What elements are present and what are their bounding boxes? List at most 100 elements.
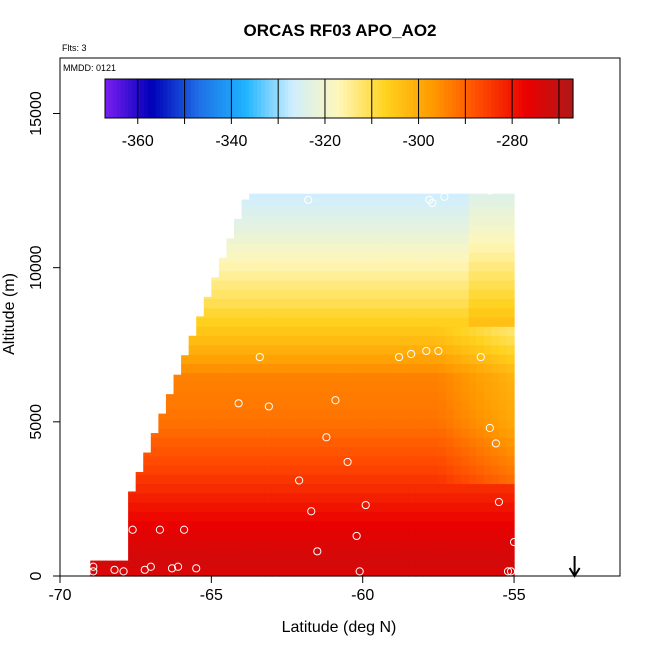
heatmap-cell <box>332 233 341 244</box>
heatmap-cell <box>392 243 402 253</box>
heatmap-cell <box>188 566 197 577</box>
heatmap-cell <box>294 548 303 559</box>
heatmap-cell <box>453 446 462 457</box>
heatmap-cell <box>226 474 235 485</box>
heatmap-cell <box>392 252 402 263</box>
heatmap-cell <box>430 196 439 207</box>
heatmap-cell <box>271 233 281 244</box>
heatmap-cell <box>423 344 432 355</box>
heatmap-cell <box>430 270 439 281</box>
heatmap-cell <box>256 465 265 475</box>
colorbar-frame <box>104 78 574 119</box>
heatmap-cell <box>294 566 303 577</box>
heatmap-cell <box>203 492 212 503</box>
heatmap-cell <box>468 233 477 244</box>
heatmap-cell <box>453 455 462 466</box>
heatmap-cell <box>385 193 394 198</box>
heatmap-cell <box>453 354 462 364</box>
heatmap-cell <box>302 465 311 475</box>
heatmap-cell <box>347 474 356 485</box>
heatmap-cell <box>218 437 228 448</box>
heatmap-cell <box>324 455 334 466</box>
heatmap-cell <box>150 483 159 494</box>
colorbar-segment <box>105 79 110 118</box>
heatmap-cell <box>241 363 250 374</box>
heatmap-cell <box>150 465 159 475</box>
heatmap-cell <box>332 409 341 420</box>
heatmap-cell <box>385 455 394 466</box>
heatmap-cell <box>249 261 258 272</box>
heatmap-cell <box>332 520 341 531</box>
heatmap-cell <box>453 381 462 392</box>
heatmap-cell <box>203 409 212 420</box>
heatmap-cell <box>423 539 432 549</box>
colorbar-segment <box>179 79 184 118</box>
heatmap-cell <box>476 270 485 281</box>
heatmap-cell <box>294 529 303 540</box>
heatmap-cell <box>498 193 508 198</box>
heatmap-cell <box>241 326 250 337</box>
heatmap-cell <box>256 446 265 457</box>
heatmap-cell <box>218 381 228 392</box>
heatmap-cell <box>324 252 334 263</box>
heatmap-cell <box>362 529 371 540</box>
heatmap-cell <box>256 193 265 198</box>
heatmap-cell <box>97 566 107 577</box>
heatmap-cell <box>506 502 515 512</box>
heatmap-cell <box>362 418 371 429</box>
heatmap-cell <box>196 372 205 383</box>
heatmap-cell <box>340 224 349 235</box>
heatmap-cell <box>468 335 477 346</box>
heatmap-cell <box>408 233 417 244</box>
colorbar-segment <box>284 79 289 118</box>
heatmap-cell <box>468 529 477 540</box>
heatmap-cell <box>483 520 492 531</box>
heatmap-cell <box>340 566 349 577</box>
heatmap-cell <box>249 317 258 327</box>
heatmap-cell <box>256 474 265 485</box>
heatmap-cell <box>309 243 318 253</box>
heatmap-cell <box>279 483 288 494</box>
heatmap-cell <box>203 455 212 466</box>
heatmap-cell <box>287 446 296 457</box>
heatmap-cell <box>340 252 349 263</box>
heatmap-cell <box>271 391 281 401</box>
heatmap-cell <box>324 446 334 457</box>
heatmap-cell <box>256 206 265 216</box>
heatmap-cell <box>506 446 515 457</box>
heatmap-cell <box>347 418 356 429</box>
heatmap-cell <box>392 372 402 383</box>
heatmap-cell <box>370 446 379 457</box>
heatmap-cell <box>506 317 515 327</box>
heatmap-cell <box>423 437 432 448</box>
heatmap-cell <box>302 566 311 577</box>
heatmap-cell <box>506 193 515 198</box>
heatmap-cell <box>370 280 379 290</box>
heatmap-cell <box>249 307 258 318</box>
colorbar-segment <box>229 79 235 118</box>
heatmap-cell <box>294 446 303 457</box>
heatmap-cell <box>498 492 508 503</box>
heatmap-cell <box>498 502 508 512</box>
heatmap-cell <box>340 492 349 503</box>
heatmap-cell <box>218 280 228 290</box>
heatmap-cell <box>158 418 167 429</box>
heatmap-cell <box>324 243 334 253</box>
heatmap-cell <box>468 298 477 309</box>
heatmap-cell <box>181 492 190 503</box>
heatmap-cell <box>234 539 243 549</box>
heatmap-cell <box>423 455 432 466</box>
heatmap-cell <box>317 280 326 290</box>
heatmap-cell <box>143 557 152 568</box>
heatmap-cell <box>309 465 318 475</box>
heatmap-cell <box>430 465 439 475</box>
heatmap-cell <box>203 529 212 540</box>
colorbar-segment <box>112 79 118 118</box>
heatmap-cell <box>483 354 492 364</box>
colorbar-segment <box>502 79 508 118</box>
heatmap-cell <box>408 335 417 346</box>
heatmap-cell <box>483 224 492 235</box>
heatmap-cell <box>279 270 288 281</box>
heatmap-cell <box>234 218 243 226</box>
heatmap-cell <box>203 428 212 438</box>
